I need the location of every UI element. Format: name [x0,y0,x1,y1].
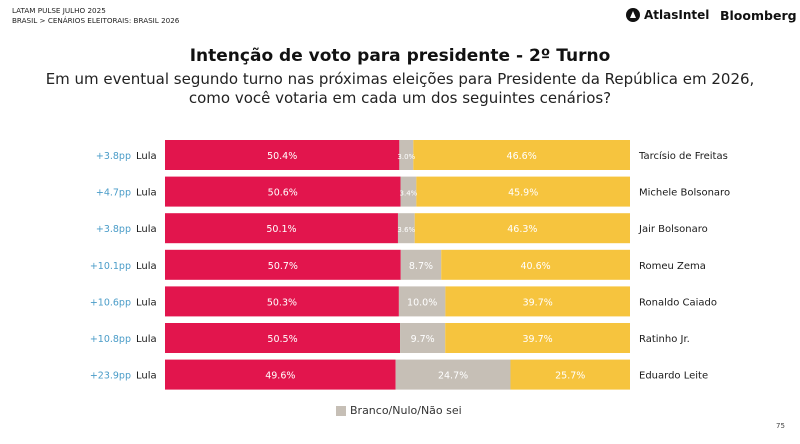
left-candidate-label: Lula [136,297,157,308]
data-label-lula: 50.6% [268,188,298,199]
bar-other [445,286,630,317]
data-label-blank: 24.7% [438,371,468,382]
left-candidate-label: Lula [136,371,157,382]
bar-other [445,323,630,353]
left-candidate-label: Lula [136,151,157,162]
report-header: LATAM PULSE JULHO 2025 BRASIL > CENÁRIOS… [12,6,179,25]
bar-blank [399,140,414,170]
subtitle-line-1: Em um eventual segundo turno nas próxima… [45,70,755,88]
bar-blank [400,176,417,207]
atlasintel-logo-icon [626,8,640,22]
bar-other [414,213,630,244]
right-candidate-label: Ratinho Jr. [639,334,690,345]
margin-diff-label: +4.7pp [96,188,131,199]
bar-blank [400,249,442,280]
right-candidate-label: Ronaldo Caiado [639,297,717,308]
margin-diff-label: +3.8pp [96,151,131,162]
data-label-other: 25.7% [555,371,585,382]
bar-other [413,140,630,170]
data-label-other: 40.6% [521,261,551,272]
left-candidate-label: Lula [136,224,157,235]
chart-subtitle: Em um eventual segundo turno nas próxima… [0,70,800,108]
data-label-other: 45.9% [508,188,538,199]
right-candidate-label: Michele Bolsonaro [639,188,730,199]
right-candidate-label: Eduardo Leite [639,371,708,382]
right-candidate-label: Tarcísio de Freitas [638,150,728,162]
data-label-other: 39.7% [523,334,553,345]
atlasintel-brand: AtlasIntel [626,8,709,22]
bar-blank [398,286,446,317]
left-candidate-label: Lula [136,334,157,345]
data-label-blank: 3.6% [397,226,415,234]
bar-lula [165,213,398,244]
margin-diff-label: +3.8pp [96,224,131,235]
data-label-lula: 49.6% [265,371,295,382]
bar-lula [165,140,400,170]
bar-lula [165,249,401,280]
bar-blank [395,359,511,390]
chart-legend: Branco/Nulo/Não sei [336,404,462,417]
bar-blank [400,323,446,353]
data-label-other: 46.6% [507,151,537,162]
data-label-blank: 9.7% [411,334,435,345]
data-label-blank: 8.7% [409,261,433,272]
legend-swatch-blank [336,405,346,416]
bar-other [416,176,630,207]
data-label-blank: 10.0% [407,297,437,308]
breadcrumb: BRASIL > CENÁRIOS ELEITORAIS: BRASIL 202… [12,15,180,25]
bar-blank [397,213,415,244]
margin-diff-label: +10.6pp [90,297,131,308]
bloomberg-wordmark: Bloomberg [720,8,797,23]
stacked-bar-chart: +3.8pp Lula 50.4% 3.0% 46.6% Tarcísio de Frei… [90,140,730,390]
data-label-lula: 50.7% [268,261,298,272]
legend-label-blank: Branco/Nulo/Não sei [350,404,462,417]
data-label-blank: 3.4% [400,190,418,198]
bar-lula [165,176,401,207]
chart-title: Intenção de voto para presidente - 2º Tu… [189,46,611,66]
data-label-lula: 50.1% [266,224,296,235]
margin-diff-label: +10.8pp [90,334,131,345]
atlasintel-wordmark: AtlasIntel [644,8,710,22]
report-title: LATAM PULSE JULHO 2025 [12,6,106,15]
page-number: 75 [776,422,785,430]
data-label-lula: 50.4% [267,151,297,162]
margin-diff-label: +23.9pp [90,371,131,382]
bar-lula [165,359,396,390]
left-candidate-label: Lula [136,188,157,199]
right-candidate-label: Jair Bolsonaro [638,224,708,235]
bar-lula [165,323,401,353]
margin-diff-label: +10.1pp [90,261,131,272]
bar-lula [165,286,399,317]
data-label-other: 46.3% [507,224,537,235]
bar-other [441,249,630,280]
subtitle-line-2: como você votaria em cada um dos seguint… [188,89,612,107]
bloomberg-brand: Bloomberg [720,8,797,23]
data-label-lula: 50.5% [267,334,297,345]
bar-other [510,359,630,390]
right-candidate-label: Romeu Zema [639,261,706,272]
data-label-other: 39.7% [523,297,553,308]
data-label-blank: 3.0% [397,153,415,161]
left-candidate-label: Lula [136,261,157,272]
data-label-lula: 50.3% [267,297,297,308]
